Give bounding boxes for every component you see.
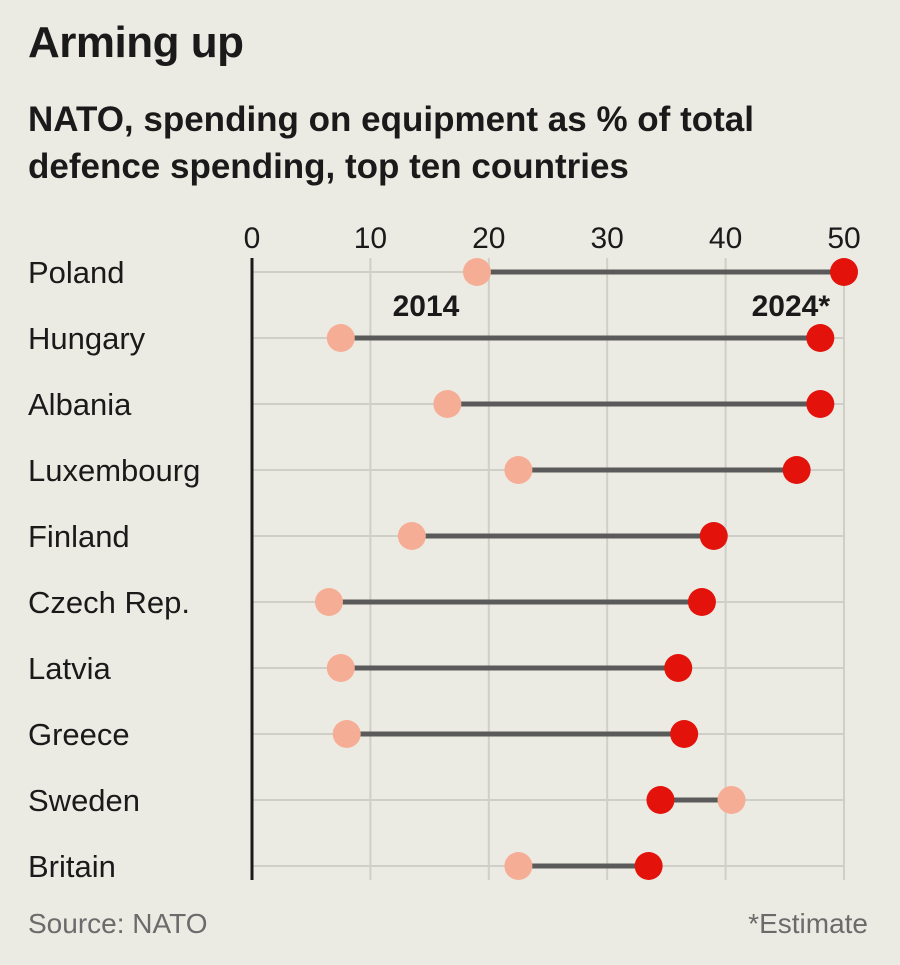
point-2014 xyxy=(397,522,426,550)
category-label: Luxembourg xyxy=(28,453,200,488)
point-2024 xyxy=(806,324,835,352)
estimate-footnote: *Estimate xyxy=(748,908,868,939)
category-label: Finland xyxy=(28,519,130,554)
category-label: Czech Rep. xyxy=(28,585,190,620)
point-2024 xyxy=(699,522,728,550)
category-label: Hungary xyxy=(28,321,146,356)
point-2024 xyxy=(664,654,693,682)
point-2014 xyxy=(504,456,533,484)
point-2024 xyxy=(670,720,699,748)
chart-subtitle: NATO, spending on equipment as % of tota… xyxy=(28,96,868,190)
point-2024 xyxy=(646,786,675,814)
point-2024 xyxy=(830,258,858,286)
chart-title: Arming up xyxy=(28,18,244,67)
point-2014 xyxy=(433,390,462,418)
point-2014 xyxy=(504,852,533,880)
point-2014 xyxy=(326,324,355,352)
x-tick-label: 40 xyxy=(709,222,742,255)
x-tick-label: 50 xyxy=(827,222,860,255)
point-2014 xyxy=(332,720,361,748)
point-2014 xyxy=(462,258,491,286)
subtitle-line-1: NATO, spending on equipment as % of tota… xyxy=(28,100,754,139)
point-2024 xyxy=(806,390,835,418)
x-tick-label: 20 xyxy=(472,222,505,255)
series-label-2014: 2014 xyxy=(393,290,460,323)
point-2024 xyxy=(687,588,716,616)
category-label: Greece xyxy=(28,717,130,752)
x-tick-label: 0 xyxy=(244,222,261,255)
category-label: Albania xyxy=(28,387,132,422)
x-tick-label: 30 xyxy=(591,222,624,255)
point-2024 xyxy=(782,456,811,484)
point-2014 xyxy=(314,588,343,616)
point-2024 xyxy=(634,852,663,880)
source-note: Source: NATO xyxy=(28,908,208,939)
category-label: Latvia xyxy=(28,651,111,686)
series-label-2024: 2024* xyxy=(752,290,831,323)
category-label: Britain xyxy=(28,849,116,884)
category-label: Sweden xyxy=(28,783,140,818)
x-tick-label: 10 xyxy=(354,222,387,255)
point-2014 xyxy=(717,786,746,814)
category-label: Poland xyxy=(28,255,125,290)
point-2014 xyxy=(326,654,355,682)
subtitle-line-2: defence spending, top ten countries xyxy=(28,147,629,186)
